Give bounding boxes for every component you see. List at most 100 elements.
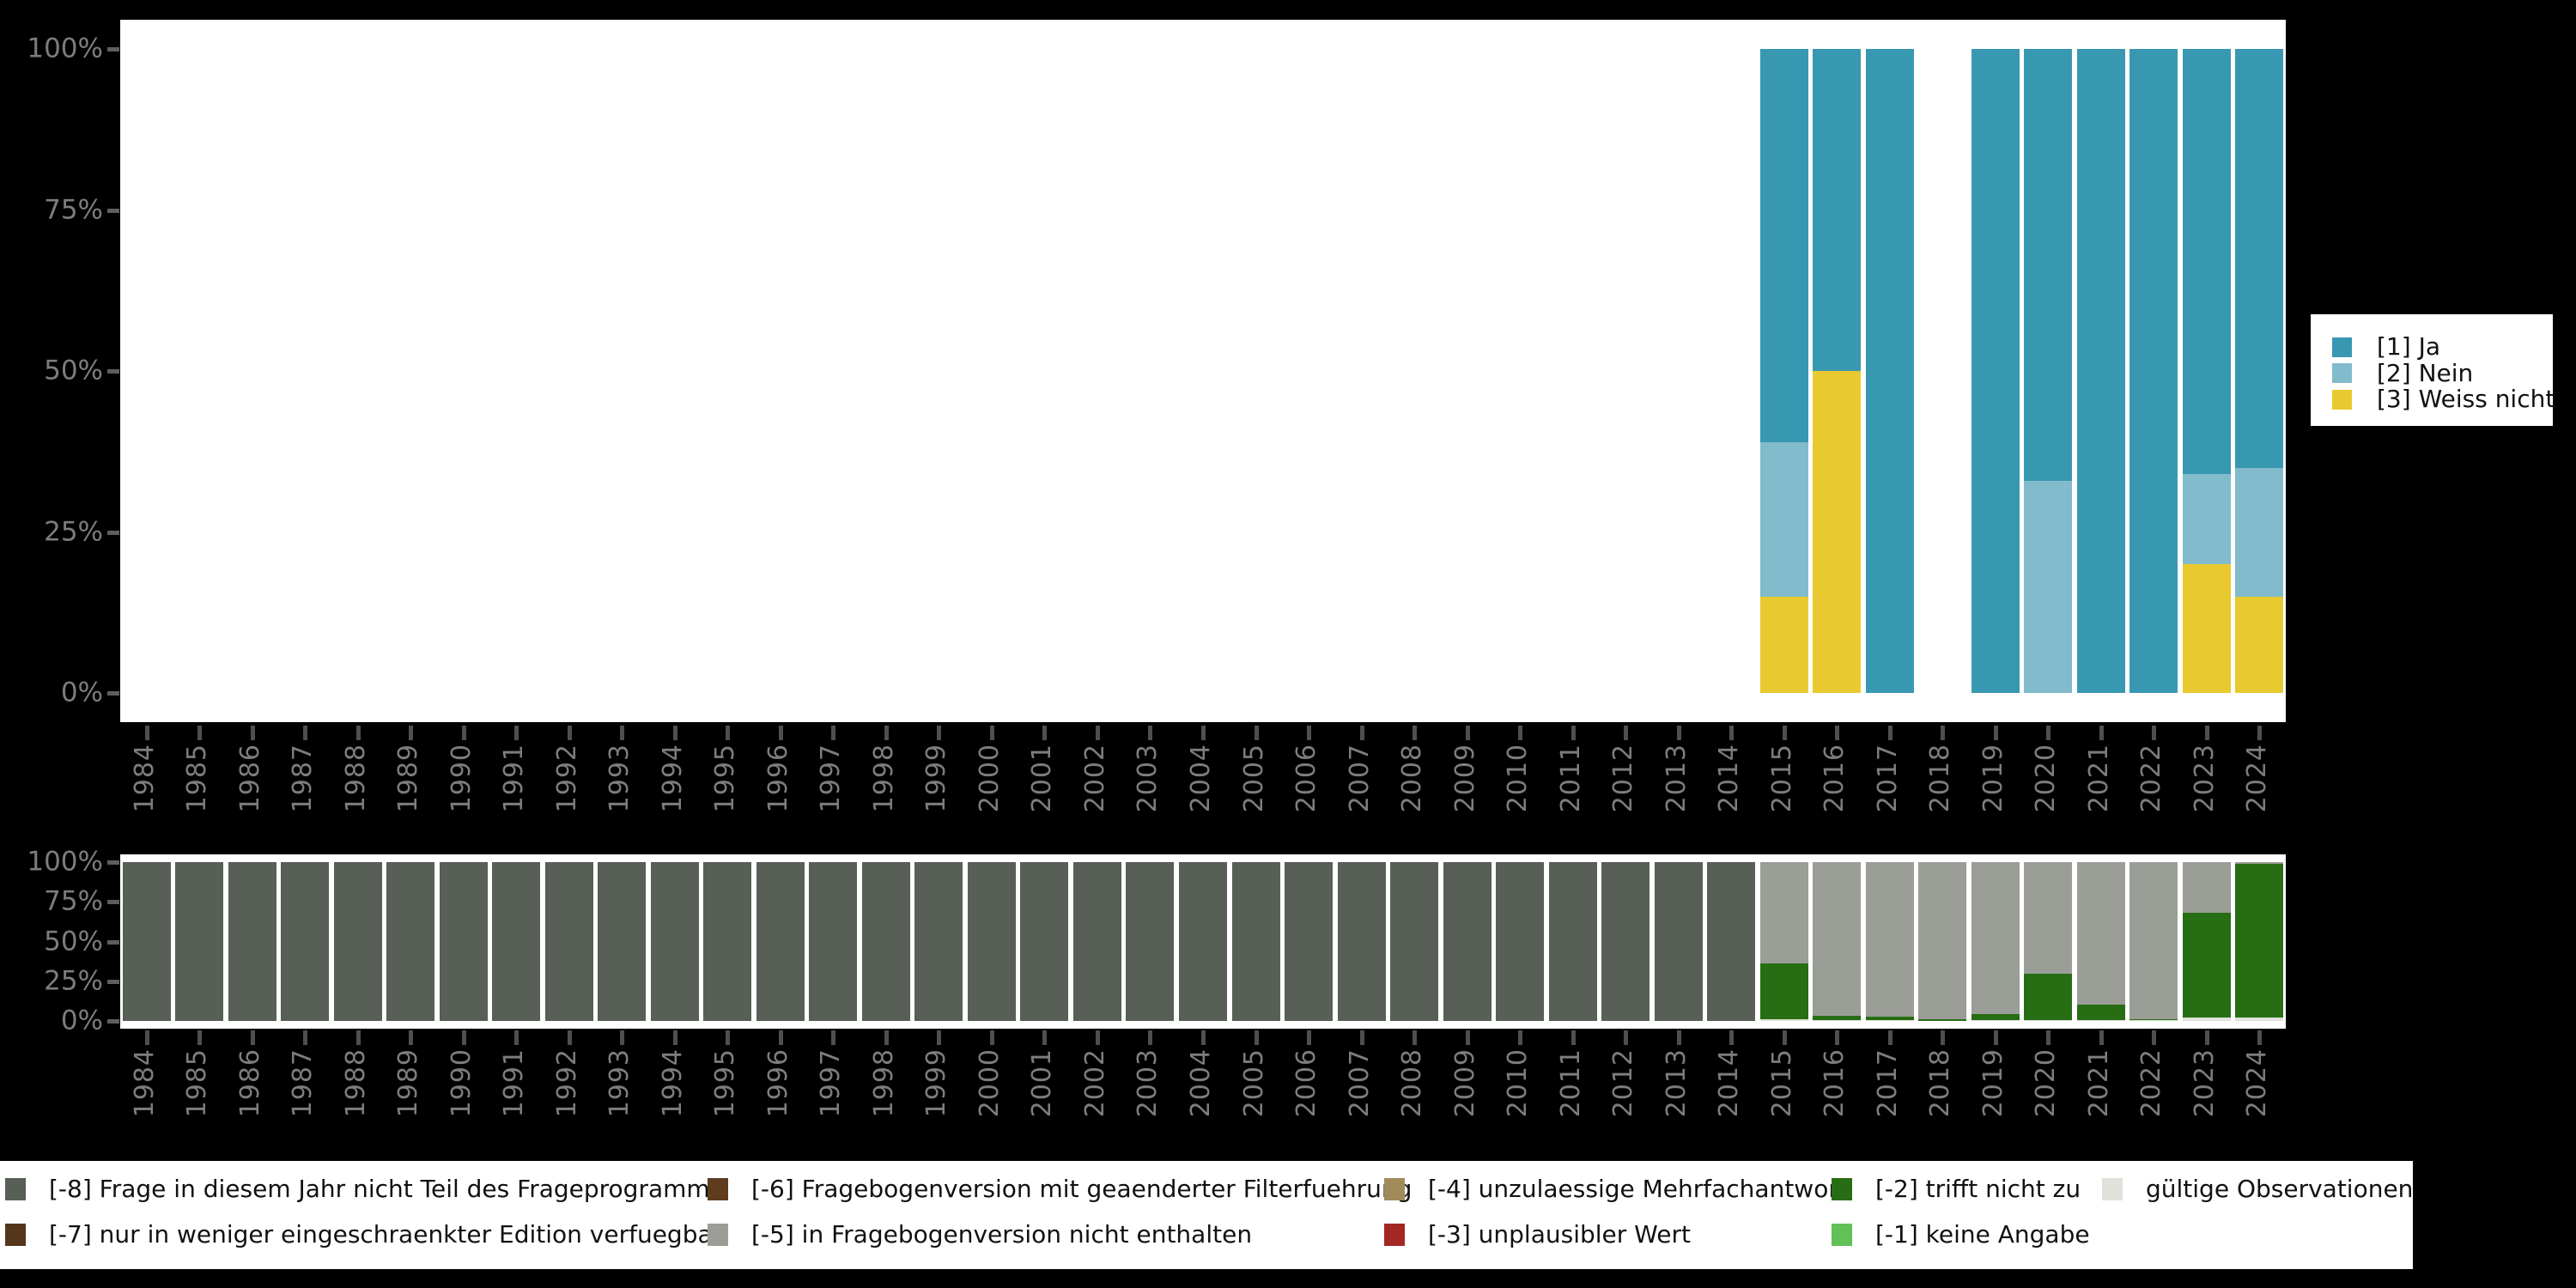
year-label: 2000: [974, 1048, 1005, 1118]
stacked-bar-2009: [1443, 862, 1492, 1021]
year-label: 1997: [816, 744, 847, 813]
legend-item: [-1] keine Angabe: [1832, 1223, 2090, 1247]
y-tick-mark: [107, 691, 119, 696]
x-tick-mark: [620, 1030, 625, 1045]
year-label: 1998: [868, 1048, 899, 1118]
stacked-bar-2013: [1654, 862, 1703, 1021]
stacked-bar-1991: [492, 862, 541, 1021]
x-tick-mark: [989, 1030, 994, 1045]
legend-swatch: [1384, 1224, 1405, 1246]
x-tick-mark: [1042, 1030, 1048, 1045]
legend-label: [1] Ja: [2377, 332, 2440, 361]
x-tick-mark: [1359, 726, 1364, 740]
x-tick-mark: [1254, 1030, 1259, 1045]
x-tick-mark: [1518, 726, 1523, 740]
year-label: 1993: [605, 744, 635, 813]
year-label: 2003: [1133, 744, 1163, 813]
x-tick-mark: [2099, 1030, 2104, 1045]
legend-label: [-6] Fragebogenversion mit geaenderter F…: [751, 1175, 1413, 1203]
stacked-bar-1986: [228, 862, 276, 1021]
year-label: 2009: [1449, 1048, 1480, 1118]
x-tick-mark: [409, 1030, 414, 1045]
bar-segment: [386, 862, 435, 1021]
stacked-bar-2017: [1865, 862, 1914, 1021]
x-tick-mark: [1835, 726, 1840, 740]
year-label: 1998: [868, 744, 899, 813]
missings-legend: [-8] Frage in diesem Jahr nicht Teil des…: [0, 1161, 2413, 1269]
bar-segment: [1865, 49, 1914, 693]
year-label: 1986: [234, 744, 265, 813]
bar-segment: [2076, 1004, 2125, 1021]
x-tick-mark: [778, 726, 783, 740]
bar-segment: [1548, 862, 1597, 1021]
year-label: 2015: [1766, 744, 1797, 813]
legend-item: [-8] Frage in diesem Jahr nicht Teil des…: [5, 1177, 722, 1201]
year-label: 1989: [393, 1048, 424, 1118]
bar-segment: [650, 862, 699, 1021]
x-tick-mark: [567, 1030, 572, 1045]
x-tick-mark: [726, 1030, 731, 1045]
bar-segment: [2235, 1018, 2284, 1021]
x-tick-mark: [884, 726, 889, 740]
x-tick-mark: [1095, 726, 1100, 740]
stacked-bar-2003: [1126, 862, 1175, 1021]
year-label: 1984: [129, 1048, 160, 1118]
bar-segment: [333, 862, 382, 1021]
x-tick-mark: [1624, 1030, 1629, 1045]
legend-swatch: [1384, 1178, 1405, 1200]
year-label: 2024: [2242, 744, 2273, 813]
legend-label: [-4] unzulaessige Mehrfachantwort: [1428, 1175, 1848, 1203]
x-tick-mark: [1729, 1030, 1735, 1045]
bar-segment: [756, 862, 805, 1021]
stacked-bar-2024: [2235, 862, 2284, 1021]
stacked-bar-1992: [544, 862, 593, 1021]
stacked-bar-2014: [1707, 862, 1756, 1021]
x-tick-mark: [778, 1030, 783, 1045]
bar-segment: [281, 862, 330, 1021]
year-label: 1990: [446, 1048, 477, 1118]
x-tick-mark: [989, 726, 994, 740]
x-tick-mark: [355, 1030, 361, 1045]
x-tick-mark: [1941, 726, 1946, 740]
stacked-bar-2002: [1072, 862, 1121, 1021]
x-tick-mark: [1042, 726, 1048, 740]
legend-swatch: [2102, 1178, 2123, 1200]
x-tick-mark: [672, 726, 677, 740]
stacked-bar-2017: [1865, 49, 1914, 693]
bar-segment: [228, 862, 276, 1021]
stacked-bar-2016: [1813, 862, 1862, 1021]
bar-segment: [2235, 863, 2284, 1018]
year-label: 2013: [1661, 1048, 1692, 1118]
year-label: 2000: [974, 744, 1005, 813]
bar-segment: [1918, 1019, 1967, 1021]
x-tick-mark: [1413, 1030, 1418, 1045]
stacked-bar-2001: [1020, 862, 1069, 1021]
stacked-bar-2020: [2024, 49, 2073, 693]
bar-segment: [1126, 862, 1175, 1021]
x-tick-mark: [144, 1030, 149, 1045]
legend-label: gültige Observationen: [2146, 1175, 2414, 1203]
bar-segment: [2129, 1020, 2178, 1021]
x-tick-mark: [2152, 1030, 2157, 1045]
year-label: 2023: [2189, 744, 2220, 813]
x-tick-mark: [2204, 1030, 2209, 1045]
bar-segment: [1971, 862, 2020, 1014]
legend-item: [-7] nur in weniger eingeschraenkter Edi…: [5, 1223, 722, 1247]
x-tick-mark: [1993, 726, 1998, 740]
year-label: 2021: [2083, 744, 2114, 813]
legend-item: [3] Weiss nicht: [2332, 387, 2555, 411]
bar-segment: [1813, 49, 1862, 371]
stacked-bar-2023: [2182, 862, 2231, 1021]
legend-label: [-5] in Fragebogenversion nicht enthalte…: [751, 1220, 1253, 1249]
stacked-bar-2019: [1971, 49, 2020, 693]
year-label: 2010: [1503, 1048, 1534, 1118]
x-tick-mark: [1571, 1030, 1576, 1045]
stacked-bar-2010: [1496, 862, 1545, 1021]
x-tick-mark: [250, 726, 255, 740]
bar-segment: [1813, 1015, 1862, 1021]
year-label: 2001: [1027, 744, 1058, 813]
year-label: 1991: [499, 1048, 530, 1118]
x-tick-mark: [409, 726, 414, 740]
stacked-bar-1984: [122, 862, 171, 1021]
legend-item: [1] Ja: [2332, 335, 2440, 359]
